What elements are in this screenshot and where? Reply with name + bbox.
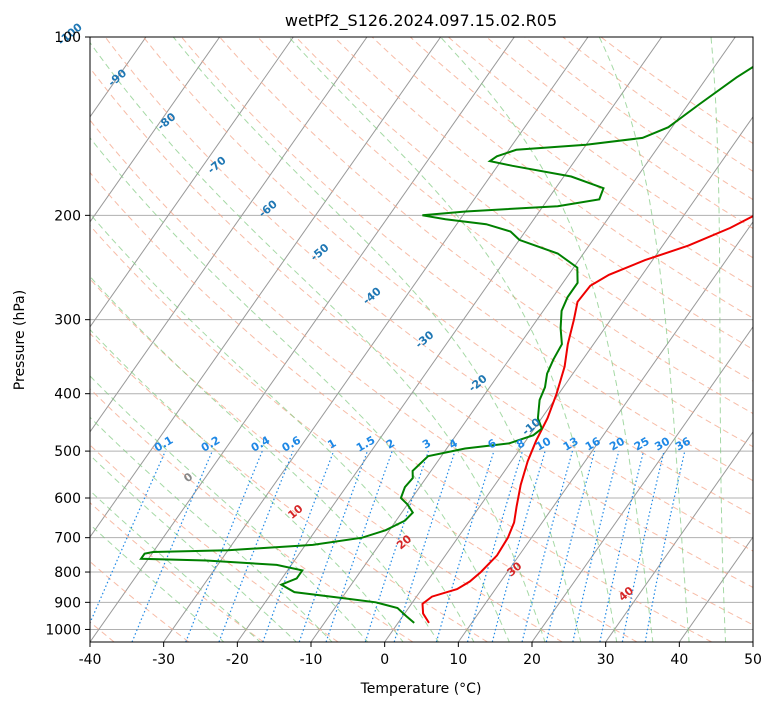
- dry-adiabat-line: [90, 444, 339, 642]
- dry-adiabat-line: [90, 224, 638, 642]
- mixing-ratio-line: [545, 450, 596, 642]
- moist-adiabat-line: [598, 37, 690, 642]
- y-tick-label: 500: [54, 444, 81, 460]
- moist-adiabat-line: [90, 213, 475, 642]
- dry-adiabat-line: [333, 37, 753, 350]
- mixing-ratio-line: [218, 450, 294, 642]
- chart-title: wetPf2_S126.2024.097.15.02.R05: [285, 11, 557, 31]
- x-tick-label: 20: [523, 652, 541, 668]
- mixing-ratio-line: [599, 450, 645, 642]
- moist-adiabat-line: [710, 37, 727, 642]
- temperature-profile-line: [421, 214, 753, 624]
- dry-adiabat-line: [562, 37, 753, 172]
- x-tick-label: 10: [449, 652, 467, 668]
- isotherm-line: [90, 37, 515, 642]
- x-tick-label: 30: [597, 652, 615, 668]
- isotherm-line: [310, 37, 736, 642]
- x-tick-label: 40: [670, 652, 688, 668]
- x-tick-label: -30: [152, 652, 175, 668]
- dewpoint-profile-line: [139, 65, 753, 624]
- isotherm-line: [384, 115, 753, 642]
- isotherm-line: [678, 536, 753, 642]
- dry-adiabat-line: [486, 37, 753, 230]
- y-tick-label: 1000: [45, 622, 81, 638]
- dry-adiabat-line: [90, 171, 712, 642]
- y-tick-label: 800: [54, 565, 81, 581]
- mixing-ratio-line: [435, 450, 495, 642]
- y-tick-label: 700: [54, 531, 81, 547]
- moist-adiabat-line: [90, 490, 261, 642]
- isotherm-line: [457, 220, 753, 642]
- dry-adiabat-line: [143, 37, 753, 516]
- dry-adiabat-line: [524, 37, 753, 201]
- mixing-ratio-line: [185, 450, 263, 642]
- isotherm-line: [605, 431, 753, 642]
- dry-adiabat-line: [600, 37, 753, 145]
- moist-adiabat-line: [90, 523, 225, 642]
- isotherm-line: [531, 326, 753, 642]
- mixing-ratio-line: [325, 450, 393, 642]
- y-tick-label: 100: [54, 30, 81, 46]
- y-tick-label: 900: [54, 595, 81, 611]
- x-tick-label: 50: [744, 652, 762, 668]
- mixing-ratio-line: [298, 450, 368, 642]
- x-axis: -40 -30 -20 -10 0 10 20 30 40 50: [79, 642, 762, 668]
- dry-adiabat-line: [90, 278, 563, 642]
- moist-adiabat-line: [90, 275, 440, 642]
- isotherm-line: [236, 37, 663, 642]
- moist-adiabat-line: [90, 41, 546, 642]
- dry-adiabat-line: [90, 119, 753, 626]
- isotherm-line: [90, 37, 221, 223]
- mixing-ratio-line: [521, 450, 574, 642]
- y-tick-label: 200: [54, 208, 81, 224]
- mixing-ratio-line: [90, 450, 166, 625]
- x-tick-label: 0: [380, 652, 389, 668]
- moist-adiabat-line: [439, 37, 654, 642]
- grid-lines: [90, 37, 753, 642]
- isotherm-line: [163, 37, 589, 642]
- y-tick-label: 300: [54, 313, 81, 329]
- moist-adiabat-line: [288, 37, 618, 642]
- plot-area: [90, 37, 753, 642]
- background-lines: [90, 37, 753, 642]
- mixing-ratio-line: [131, 450, 213, 642]
- plot-frame: [89, 36, 754, 643]
- isotherm-line: [90, 37, 368, 433]
- isotherm-line: [90, 37, 442, 538]
- mixing-ratio-line: [364, 450, 429, 642]
- dry-adiabat-line: [448, 37, 753, 259]
- x-tick-label: -10: [300, 652, 323, 668]
- mixing-ratio-line: [393, 450, 456, 642]
- profile-lines: [139, 65, 753, 624]
- y-tick-label: 400: [54, 387, 81, 403]
- moist-adiabat-line: [90, 137, 510, 642]
- x-tick-label: -20: [226, 652, 249, 668]
- isotherm-line: [90, 37, 294, 328]
- mixing-ratio-line: [491, 450, 546, 642]
- moist-adiabat-line: [90, 454, 298, 642]
- moist-adiabat-line: [90, 375, 369, 642]
- x-axis-label: Temperature (°C): [360, 681, 482, 697]
- y-axis: 100 200 300 400 500 600 700 800 900 1000: [45, 30, 90, 638]
- moist-adiabat-line: [90, 416, 333, 642]
- dry-adiabat-line: [104, 37, 753, 552]
- mixing-ratio-line: [572, 450, 620, 642]
- mixing-ratio-line: [262, 450, 335, 642]
- x-tick-label: -40: [79, 652, 102, 668]
- dry-adiabat-line: [90, 67, 753, 589]
- dry-adiabat-line: [295, 37, 753, 382]
- dry-adiabat-line: [90, 502, 264, 642]
- y-tick-label: 600: [54, 491, 81, 507]
- dry-adiabat-line: [257, 37, 753, 415]
- y-axis-label: Pressure (hPa): [12, 290, 28, 390]
